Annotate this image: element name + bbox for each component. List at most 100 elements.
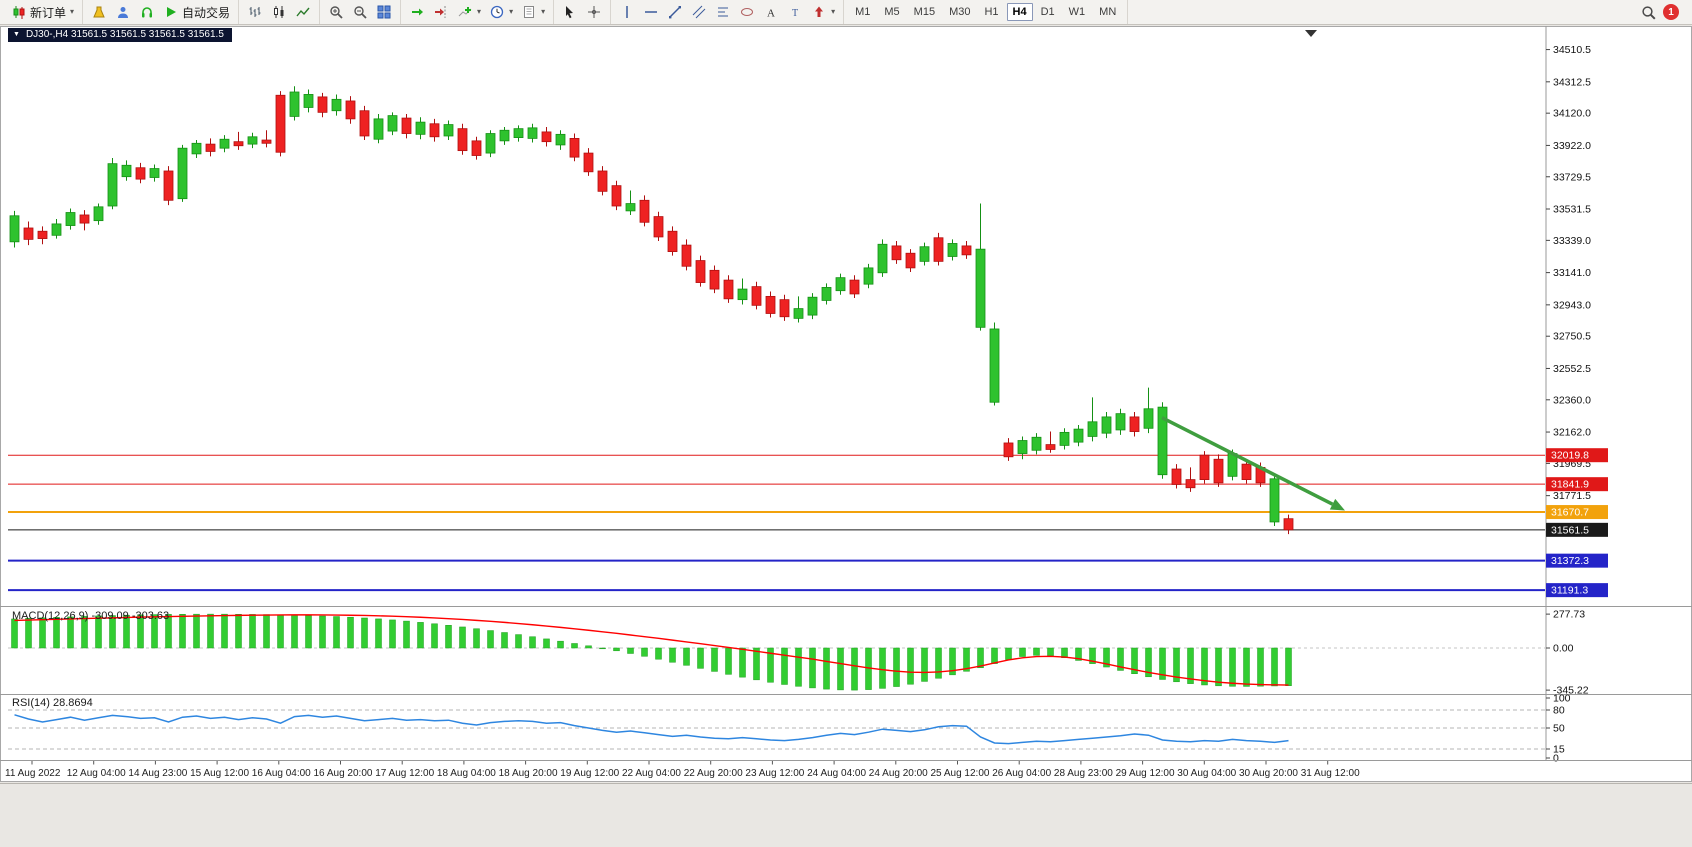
svg-text:22 Aug 04:00: 22 Aug 04:00 <box>622 768 681 779</box>
bar-chart-mode-button[interactable] <box>243 2 267 23</box>
svg-text:32750.5: 32750.5 <box>1553 331 1591 343</box>
line-chart-mode-button[interactable] <box>291 2 315 23</box>
price-chart[interactable]: 34510.5 34312.5 34120.0 33922.0 33729.5 33531… <box>0 26 1692 782</box>
timeframe-button-h1[interactable]: H1 <box>984 6 999 18</box>
rsi-line <box>14 714 1289 745</box>
svg-text:31561.5: 31561.5 <box>1551 524 1589 536</box>
chart-title-bar[interactable]: ▼ DJ30-,H4 31561.5 31561.5 31561.5 31561… <box>8 28 232 42</box>
svg-text:30 Aug 20:00: 30 Aug 20:00 <box>1239 768 1298 779</box>
price-axis: 34510.5 34312.5 34120.0 33922.0 33729.5 33531… <box>1546 44 1608 598</box>
svg-text:-345.22: -345.22 <box>1553 685 1589 697</box>
timeframe-button-mn[interactable]: MN <box>1099 6 1117 18</box>
zoom-out-button[interactable] <box>348 2 372 23</box>
svg-text:18 Aug 04:00: 18 Aug 04:00 <box>437 768 496 779</box>
new-order-button[interactable]: 新订单 ▾ <box>7 2 78 23</box>
svg-text:31 Aug 12:00: 31 Aug 12:00 <box>1301 768 1360 779</box>
arrows-tool-button[interactable]: ▾ <box>807 2 839 23</box>
zoom-in-button[interactable] <box>324 2 348 23</box>
tile-windows-button[interactable] <box>372 2 396 23</box>
chart-shift-icon <box>433 4 449 20</box>
svg-text:33729.5: 33729.5 <box>1553 171 1591 183</box>
templates-button[interactable]: ▾ <box>517 2 549 23</box>
trendline-icon <box>667 4 683 20</box>
rsi-name: RSI(14) <box>12 697 50 709</box>
toolbar-right: 1 <box>1640 4 1689 20</box>
channel-tool-button[interactable] <box>687 2 711 23</box>
fibo-icon <box>715 4 731 20</box>
caret-down-icon: ▾ <box>831 7 836 16</box>
toolbar-group: ▾ ▾ ▾ <box>401 0 555 24</box>
chart-shift-marker[interactable] <box>1305 30 1317 37</box>
svg-text:33531.5: 33531.5 <box>1553 204 1591 216</box>
vertical-line-tool-button[interactable] <box>615 2 639 23</box>
profile-button[interactable] <box>111 2 135 23</box>
crosshair-tool-button[interactable] <box>582 2 606 23</box>
svg-text:33141.0: 33141.0 <box>1553 267 1591 279</box>
candle-chart-mode-button[interactable] <box>267 2 291 23</box>
notification-badge[interactable]: 1 <box>1663 4 1679 20</box>
toolbar-group <box>320 0 402 24</box>
auto-scroll-button[interactable] <box>405 2 429 23</box>
svg-text:11 Aug 2022: 11 Aug 2022 <box>5 768 61 779</box>
svg-text:25 Aug 12:00: 25 Aug 12:00 <box>931 768 990 779</box>
macd-values: -309.09 -303.63 <box>91 610 170 622</box>
svg-text:26 Aug 04:00: 26 Aug 04:00 <box>992 768 1051 779</box>
svg-text:33339.0: 33339.0 <box>1553 235 1591 247</box>
svg-text:31372.3: 31372.3 <box>1551 555 1589 567</box>
timeframe-button-m5[interactable]: M5 <box>884 6 900 18</box>
mini-candles-icon <box>11 4 27 20</box>
svg-text:18 Aug 20:00: 18 Aug 20:00 <box>499 768 558 779</box>
horizontal-line-tool-button[interactable] <box>639 2 663 23</box>
price-badge-32019.8 <box>1546 448 1608 463</box>
indicators-icon <box>457 4 473 20</box>
svg-text:14 Aug 23:00: 14 Aug 23:00 <box>128 768 187 779</box>
indicators-button[interactable]: ▾ <box>453 2 485 23</box>
candles-chart-icon <box>271 4 287 20</box>
caret-down-icon: ▾ <box>509 7 514 16</box>
svg-text:31841.9: 31841.9 <box>1551 479 1589 491</box>
cursor-icon <box>562 4 578 20</box>
flask-button[interactable] <box>87 2 111 23</box>
channel-icon <box>691 4 707 20</box>
chart-title-text: DJ30-,H4 31561.5 31561.5 31561.5 31561.5 <box>25 29 224 40</box>
timeframe-button-m1[interactable]: M1 <box>855 6 871 18</box>
periods-button[interactable]: ▾ <box>485 2 517 23</box>
svg-text:T: T <box>792 8 798 19</box>
svg-text:16 Aug 20:00: 16 Aug 20:00 <box>314 768 373 779</box>
main-toolbar: 新订单 ▾ 自动交易 ▾ ▾ ▾ A T ▾ M1 M5 M15 M30 H1 H4 D1 W1 MN 1 <box>0 0 1692 25</box>
search-icon[interactable] <box>1640 4 1656 20</box>
trendline-tool-button[interactable] <box>663 2 687 23</box>
toolbar-group: M1 M5 M15 M30 H1 H4 D1 W1 MN <box>844 0 1129 24</box>
svg-text:80: 80 <box>1553 705 1565 717</box>
auto-trading-button[interactable]: 自动交易 <box>159 2 234 23</box>
timeframe-button-w1[interactable]: W1 <box>1068 6 1086 18</box>
svg-text:32360.0: 32360.0 <box>1553 394 1591 406</box>
label-icon: T <box>787 4 803 20</box>
chart-window: 34510.5 34312.5 34120.0 33922.0 33729.5 33531… <box>0 26 1692 782</box>
trend-arrow[interactable] <box>1161 416 1345 511</box>
label-tool-button[interactable]: T <box>783 2 807 23</box>
timeframe-button-m15[interactable]: M15 <box>913 6 936 18</box>
svg-text:32162.0: 32162.0 <box>1553 427 1591 439</box>
cursor-tool-button[interactable] <box>558 2 582 23</box>
timeframe-button-m30[interactable]: M30 <box>949 6 971 18</box>
candles-layer <box>9 86 1294 535</box>
shapes-tool-button[interactable] <box>735 2 759 23</box>
svg-text:22 Aug 20:00: 22 Aug 20:00 <box>684 768 743 779</box>
hline-icon <box>643 4 659 20</box>
text-tool-button[interactable]: A <box>759 2 783 23</box>
svg-text:29 Aug 12:00: 29 Aug 12:00 <box>1116 768 1175 779</box>
collapse-icon[interactable]: ▼ <box>13 31 20 38</box>
timeframe-button-d1[interactable]: D1 <box>1040 6 1055 18</box>
chart-shift-button[interactable] <box>429 2 453 23</box>
support-button[interactable] <box>135 2 159 23</box>
macd-indicator-label: MACD(12,26,9) -309.09 -303.63 <box>12 610 169 622</box>
timeframe-button-h4[interactable]: H4 <box>1006 3 1033 21</box>
svg-text:32552.5: 32552.5 <box>1553 363 1591 375</box>
toolbar-group <box>554 0 612 24</box>
price-badge-31670.7 <box>1546 505 1608 520</box>
crosshair-icon <box>586 4 602 20</box>
svg-text:24 Aug 20:00: 24 Aug 20:00 <box>869 768 928 779</box>
fibonacci-tool-button[interactable] <box>711 2 735 23</box>
line-chart-icon <box>295 4 311 20</box>
